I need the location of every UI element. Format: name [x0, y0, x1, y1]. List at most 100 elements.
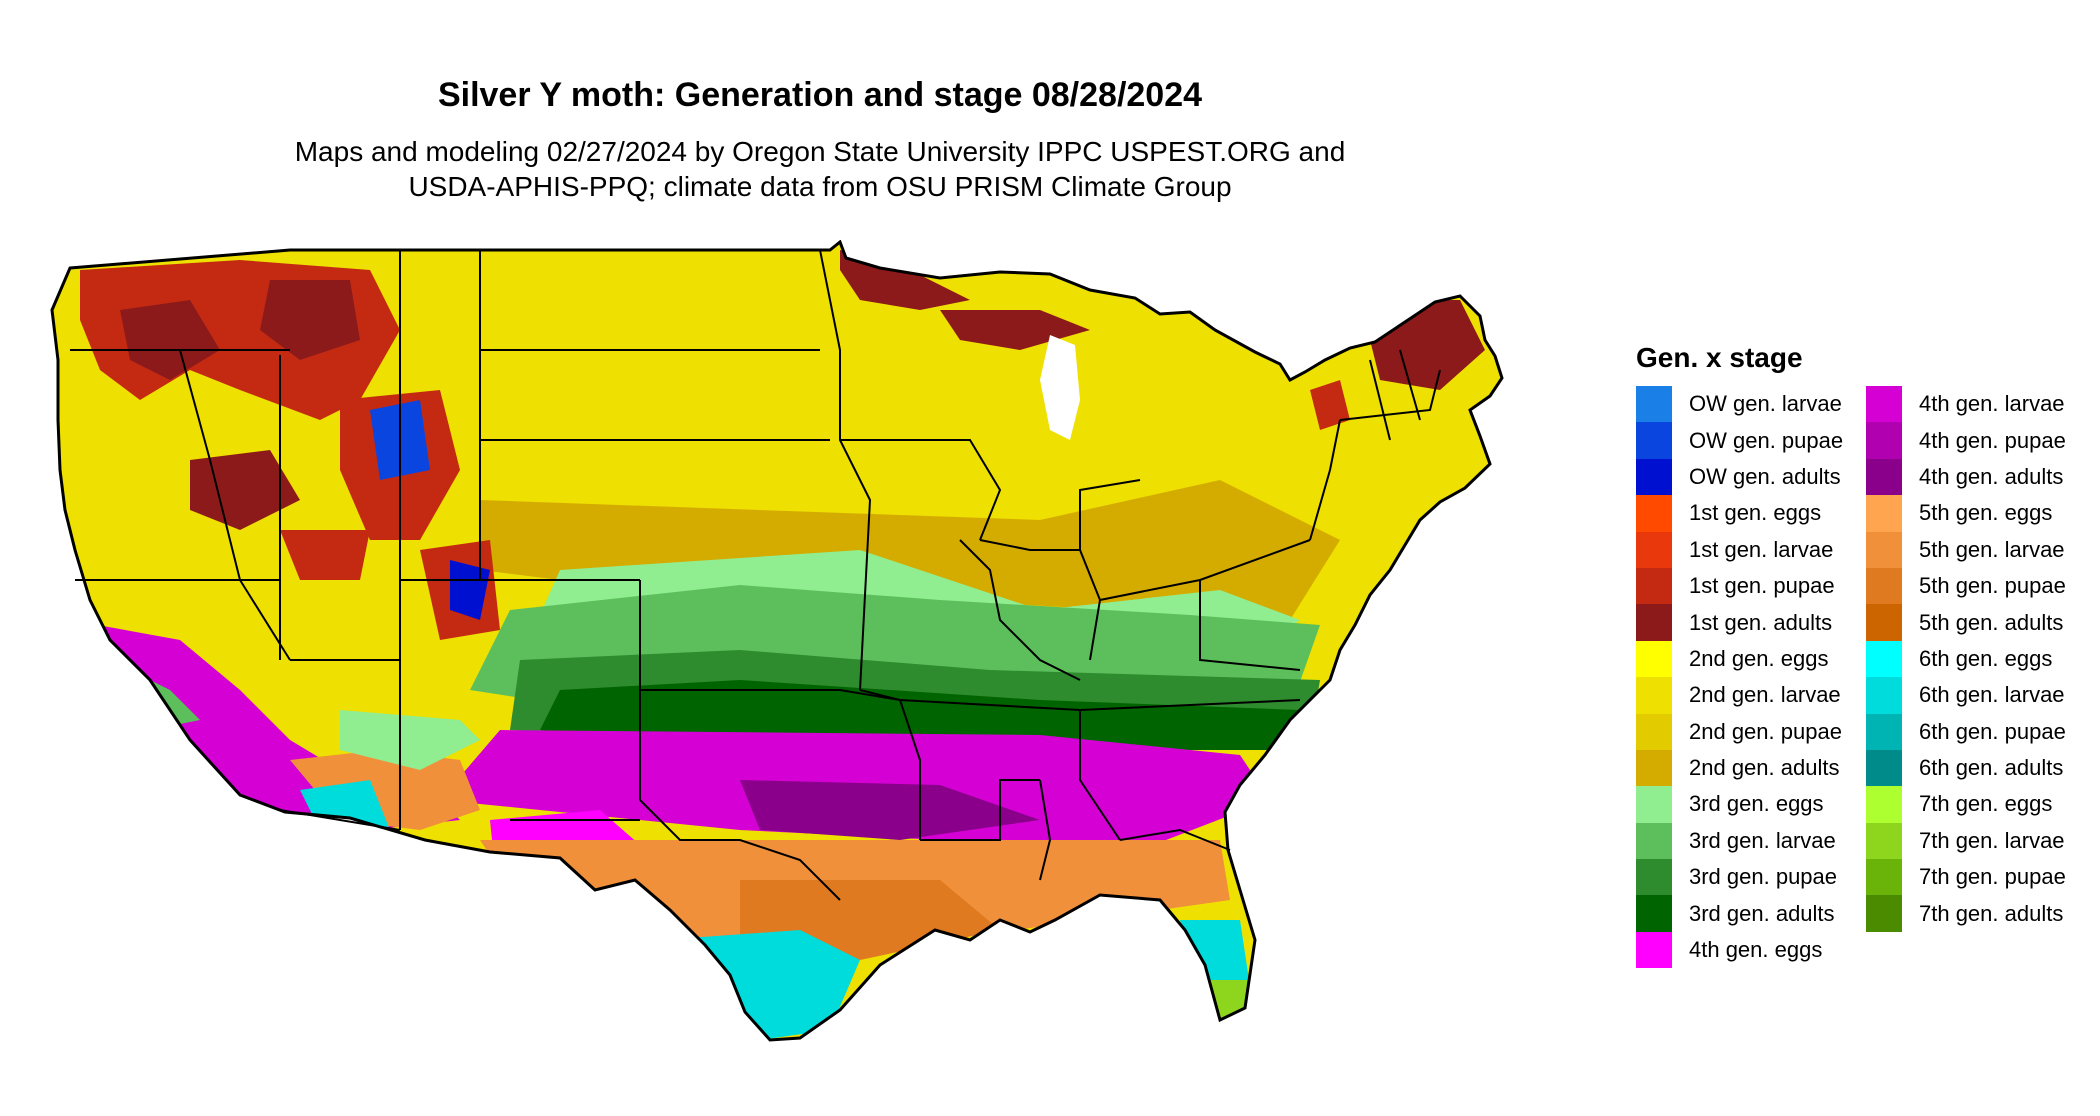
- legend-item: 4th gen. eggs: [1636, 931, 1843, 969]
- legend-swatch: [1636, 495, 1672, 532]
- legend-item: 5th gen. pupae: [1866, 567, 2066, 605]
- legend-label: 5th gen. eggs: [1919, 500, 2053, 526]
- legend-item: 1st gen. eggs: [1636, 495, 1843, 532]
- legend-label: 6th gen. eggs: [1919, 645, 2053, 671]
- legend-item: OW gen. adults: [1636, 458, 1843, 496]
- legend-item: 4th gen. adults: [1866, 458, 2066, 496]
- subtitle-line-1: Maps and modeling 02/27/2024 by Oregon S…: [294, 136, 1346, 167]
- legend-label: 2nd gen. adults: [1689, 755, 1840, 781]
- legend-item: 2nd gen. pupae: [1636, 713, 1843, 750]
- legend-item: OW gen. larvae: [1636, 386, 1843, 423]
- legend-swatch: [1866, 677, 1902, 714]
- legend-swatch: [1866, 567, 1902, 605]
- us-phenology-map: [50, 240, 1504, 1042]
- legend-label: 4th gen. larvae: [1919, 391, 2065, 417]
- legend-column-2: 4th gen. larvae 4th gen. pupae 4th gen. ad…: [1866, 386, 2066, 932]
- legend-label: 6th gen. adults: [1919, 755, 2064, 781]
- legend-item: 5th gen. eggs: [1866, 495, 2066, 532]
- legend-label: 2nd gen. eggs: [1689, 645, 1829, 671]
- legend-swatch: [1866, 604, 1902, 641]
- legend-swatch: [1636, 859, 1672, 896]
- legend-item: 4th gen. larvae: [1866, 386, 2066, 423]
- legend-item: 1st gen. adults: [1636, 604, 1843, 641]
- legend-item: 2nd gen. larvae: [1636, 677, 1843, 714]
- legend-item: 4th gen. pupae: [1866, 422, 2066, 459]
- legend-item: 7th gen. larvae: [1866, 822, 2066, 860]
- legend-swatch: [1636, 822, 1672, 860]
- legend-item: 1st gen. larvae: [1636, 531, 1843, 568]
- legend-swatch: [1636, 531, 1672, 568]
- legend-label: 5th gen. larvae: [1919, 536, 2065, 562]
- legend-swatch: [1636, 677, 1672, 714]
- legend-label: 1st gen. adults: [1689, 609, 1833, 635]
- legend-swatch: [1636, 422, 1672, 459]
- legend-swatch: [1866, 895, 1902, 932]
- legend-label: 7th gen. pupae: [1919, 864, 2066, 890]
- legend-label: 5th gen. adults: [1919, 609, 2064, 635]
- legend-label: 4th gen. pupae: [1919, 427, 2066, 453]
- legend-swatch: [1866, 422, 1902, 459]
- legend-swatch: [1636, 786, 1672, 823]
- legend-swatch: [1636, 749, 1672, 787]
- legend-label: OW gen. larvae: [1689, 391, 1842, 417]
- legend-swatch: [1866, 713, 1902, 750]
- legend-swatch: [1636, 386, 1672, 423]
- legend-item: OW gen. pupae: [1636, 422, 1844, 459]
- legend-item: 6th gen. adults: [1866, 749, 2066, 787]
- legend-label: 1st gen. larvae: [1689, 536, 1834, 562]
- legend-swatch: [1866, 386, 1902, 423]
- legend-swatch: [1636, 604, 1672, 641]
- legend-label: 1st gen. eggs: [1689, 500, 1822, 526]
- legend-column-1: OW gen. larvae OW gen. pupae OW gen. adult…: [1636, 386, 1844, 969]
- legend-swatch: [1866, 458, 1902, 496]
- legend-label: 5th gen. pupae: [1919, 573, 2066, 599]
- map-subtitle: Maps and modeling 02/27/2024 by Oregon S…: [0, 134, 1640, 204]
- legend-label: 7th gen. larvae: [1919, 827, 2065, 853]
- legend-swatch: [1636, 931, 1672, 969]
- legend-item: 7th gen. adults: [1866, 895, 2066, 932]
- legend-label: 2nd gen. larvae: [1689, 682, 1841, 708]
- legend-item: 3rd gen. pupae: [1636, 859, 1843, 896]
- legend-swatch: [1866, 640, 1902, 678]
- legend-label: 3rd gen. larvae: [1689, 827, 1836, 853]
- legend-label: 3rd gen. eggs: [1689, 791, 1824, 817]
- legend-item: 6th gen. eggs: [1866, 640, 2066, 678]
- legend-label: 7th gen. eggs: [1919, 791, 2053, 817]
- legend-swatch: [1636, 640, 1672, 678]
- legend-label: 3rd gen. adults: [1689, 900, 1835, 926]
- legend-swatch: [1866, 859, 1902, 896]
- legend-label: OW gen. adults: [1689, 463, 1841, 489]
- legend-item: 3rd gen. adults: [1636, 895, 1843, 932]
- legend-item: 1st gen. pupae: [1636, 567, 1843, 605]
- legend-label: 1st gen. pupae: [1689, 573, 1835, 599]
- legend-swatch: [1866, 749, 1902, 787]
- legend-item: 7th gen. eggs: [1866, 786, 2066, 823]
- subtitle-line-2: USDA-APHIS-PPQ; climate data from OSU PR…: [408, 171, 1232, 202]
- legend-swatch: [1866, 822, 1902, 860]
- legend-item: 6th gen. larvae: [1866, 677, 2066, 714]
- legend-swatch: [1866, 531, 1902, 568]
- legend-swatch: [1636, 713, 1672, 750]
- legend-swatch: [1866, 786, 1902, 823]
- legend-item: 2nd gen. eggs: [1636, 640, 1843, 678]
- legend-label: 6th gen. larvae: [1919, 682, 2065, 708]
- map-title: Silver Y moth: Generation and stage 08/2…: [437, 76, 1203, 114]
- legend-swatch: [1866, 495, 1902, 532]
- legend-label: 6th gen. pupae: [1919, 718, 2066, 744]
- legend-item: 5th gen. larvae: [1866, 531, 2066, 568]
- legend-item: 5th gen. adults: [1866, 604, 2066, 641]
- legend-title: Gen. x stage: [1636, 342, 1803, 373]
- legend-swatch: [1636, 458, 1672, 496]
- legend-label: 4th gen. eggs: [1689, 937, 1823, 963]
- legend-item: 3rd gen. larvae: [1636, 822, 1843, 860]
- legend-swatch: [1636, 567, 1672, 605]
- legend-label: OW gen. pupae: [1689, 427, 1844, 453]
- legend-item: 3rd gen. eggs: [1636, 786, 1843, 823]
- legend-label: 7th gen. adults: [1919, 900, 2064, 926]
- legend-label: 3rd gen. pupae: [1689, 864, 1838, 890]
- legend-label: 2nd gen. pupae: [1689, 718, 1842, 744]
- legend-label: 4th gen. adults: [1919, 463, 2064, 489]
- legend-item: 6th gen. pupae: [1866, 713, 2066, 750]
- legend-item: 2nd gen. adults: [1636, 749, 1843, 787]
- legend-swatch: [1636, 895, 1672, 932]
